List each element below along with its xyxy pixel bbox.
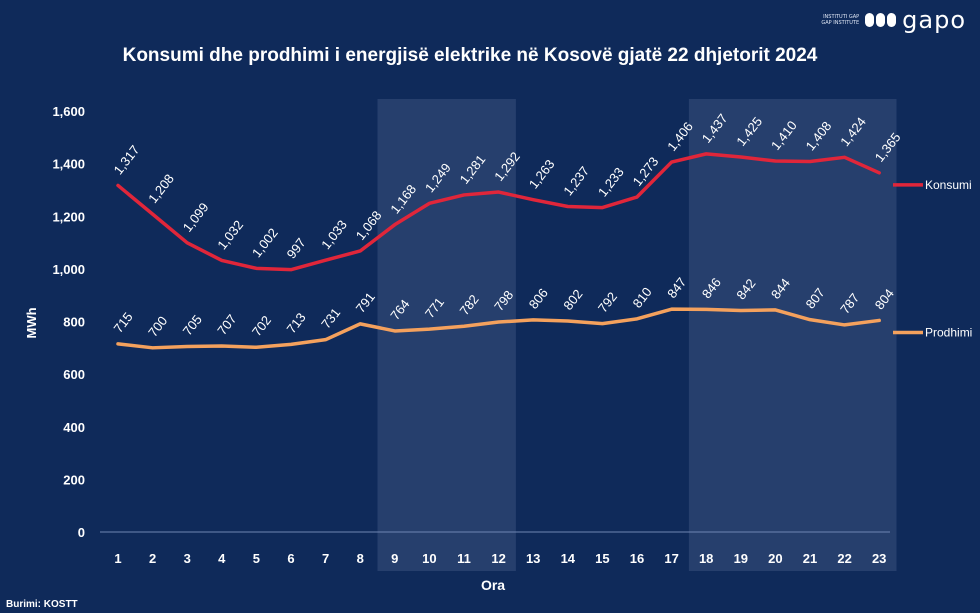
x-tick-label: 7: [322, 551, 329, 566]
y-tick-label: 1,200: [52, 209, 85, 224]
x-tick-label: 1: [114, 551, 121, 566]
data-label: 1,033: [318, 217, 350, 252]
x-tick-label: 22: [837, 551, 851, 566]
x-tick-label: 18: [699, 551, 713, 566]
series-line-konsumi: [116, 152, 881, 272]
x-tick-label: 19: [734, 551, 748, 566]
x-tick-label: 14: [561, 551, 576, 566]
y-tick-label: 0: [78, 525, 85, 540]
chart-title: Konsumi dhe prodhimi i energjisë elektri…: [123, 45, 818, 66]
x-tick-label: 15: [595, 551, 609, 566]
legend-label: Konsumi: [925, 178, 972, 192]
y-tick-label: 200: [63, 472, 85, 487]
x-axis: 1 2 3 4 5 6 7 8 9 10 11 12 13 14 15 16 17 18 19 20 21 22 23: [100, 531, 890, 566]
gap-institute-logo: INSTITUTI GAP GAP INSTITUTE gapo: [821, 6, 966, 34]
legend-label: Prodhimi: [925, 325, 972, 339]
legend: Konsumi Prodhimi: [893, 178, 972, 339]
data-label: 1,032: [214, 217, 246, 252]
data-label: 1,233: [595, 165, 627, 200]
data-label: 791: [353, 289, 378, 315]
data-label: 1,263: [526, 157, 558, 192]
y-tick-label: 600: [63, 367, 85, 382]
data-label: 806: [526, 285, 551, 311]
data-label: 997: [284, 235, 309, 261]
data-label: 700: [145, 313, 170, 339]
x-tick-label: 23: [872, 551, 886, 566]
x-tick-label: 11: [457, 551, 471, 566]
x-tick-label: 20: [768, 551, 782, 566]
logo-wordmark: gapo: [902, 6, 966, 34]
data-label: 702: [249, 313, 274, 339]
x-tick-label: 4: [218, 551, 226, 566]
data-label: 1,317: [111, 142, 143, 177]
x-tick-label: 3: [184, 551, 191, 566]
x-tick-label: 21: [803, 551, 817, 566]
x-axis-label: Ora: [481, 577, 505, 593]
logo-caption: INSTITUTI GAP GAP INSTITUTE: [821, 14, 860, 26]
y-tick-label: 1,000: [52, 262, 85, 277]
data-label: 1,099: [180, 200, 212, 235]
x-tick-label: 8: [357, 551, 364, 566]
data-label: 715: [111, 309, 136, 335]
x-tick-label: 12: [491, 551, 505, 566]
data-label: 705: [180, 312, 205, 338]
x-tick-label: 17: [664, 551, 678, 566]
data-label: 707: [214, 311, 239, 337]
data-label: 713: [284, 310, 309, 336]
data-label: 731: [318, 305, 343, 331]
y-axis-label: MWh: [24, 307, 39, 338]
y-axis: 0 200 400 600 800 1,000 1,200 1,400 1,600: [52, 104, 85, 540]
x-tick-label: 6: [287, 551, 294, 566]
y-tick-label: 800: [63, 315, 85, 330]
series: [116, 152, 881, 350]
y-tick-label: 1,400: [52, 157, 85, 172]
data-label: 1,237: [560, 163, 592, 198]
shaded-band-2: [688, 99, 897, 571]
data-label: 810: [630, 284, 655, 310]
x-tick-label: 2: [149, 551, 156, 566]
x-tick-label: 10: [422, 551, 436, 566]
data-label: 847: [664, 275, 689, 301]
shaded-regions: [377, 99, 897, 571]
x-tick-label: 16: [630, 551, 644, 566]
logo-dots-icon: [865, 13, 897, 27]
x-tick-label: 9: [391, 551, 398, 566]
source-note: Burimi: KOSTT: [6, 599, 78, 610]
shaded-band-1: [377, 99, 516, 571]
data-label: 1,208: [145, 171, 177, 206]
data-label: 1,002: [249, 225, 281, 260]
series-line-prodhimi: [116, 307, 881, 350]
y-tick-label: 400: [63, 420, 85, 435]
data-label: 792: [595, 289, 620, 315]
x-tick-label: 5: [253, 551, 260, 566]
y-tick-label: 1,600: [52, 104, 85, 119]
data-label: 802: [560, 286, 585, 312]
x-tick-label: 13: [526, 551, 540, 566]
data-label: 1,273: [630, 154, 662, 189]
